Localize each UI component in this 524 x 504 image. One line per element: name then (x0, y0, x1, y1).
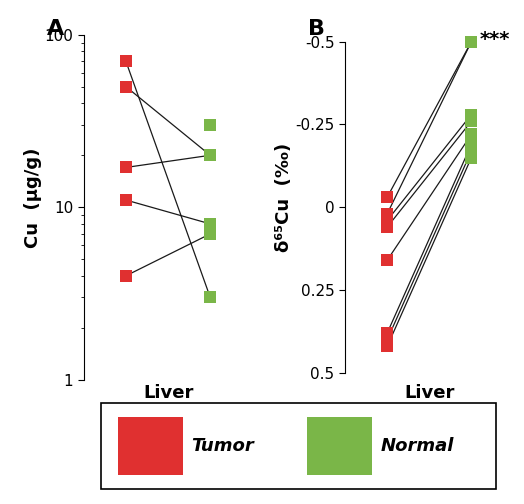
Bar (307, 417, 372, 475)
Text: B: B (308, 19, 325, 39)
Text: ***: *** (480, 30, 510, 49)
Text: Normal: Normal (380, 437, 454, 455)
Y-axis label: Cu  (μg/g): Cu (μg/g) (24, 147, 42, 247)
Text: A: A (47, 19, 64, 39)
Y-axis label: δ⁶⁵Cu  (‰): δ⁶⁵Cu (‰) (275, 143, 292, 252)
Bar (118, 417, 183, 475)
Text: Tumor: Tumor (191, 437, 254, 455)
